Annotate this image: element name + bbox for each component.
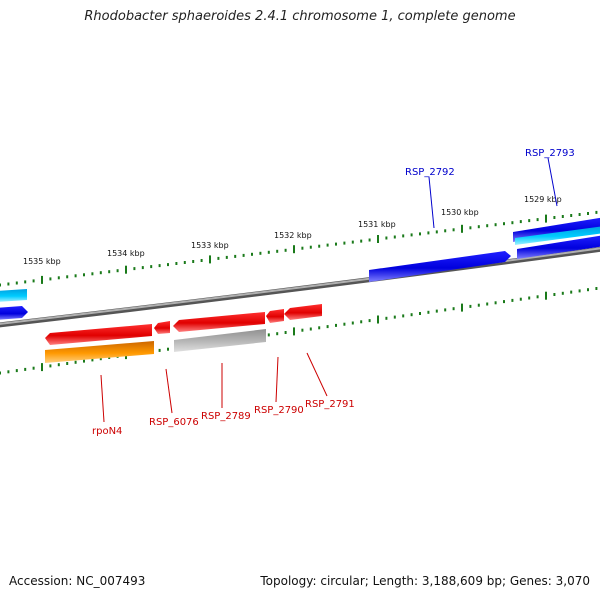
gene-arrow-RSP_6076[interactable] <box>154 321 170 334</box>
gene-arrow-cyan-left[interactable] <box>0 289 27 302</box>
gene-label-RSP_2792[interactable]: RSP_2792 <box>405 167 455 178</box>
leader-RSP_2793 <box>547 157 558 207</box>
accession-text: Accession: NC_007493 <box>9 574 146 588</box>
genome-backbone-highlight <box>0 247 600 325</box>
gene-label-rpoN4[interactable]: rpoN4 <box>92 426 122 437</box>
leader-RSP_6076 <box>165 368 173 414</box>
scale-label-1535: 1535 kbp <box>23 257 61 266</box>
leader-RSP_2790 <box>275 356 279 403</box>
gene-label-RSP_6076[interactable]: RSP_6076 <box>149 417 199 428</box>
gene-label-RSP_2790[interactable]: RSP_2790 <box>254 405 304 416</box>
scale-label-1531: 1531 kbp <box>358 220 396 229</box>
gene-arrow-cyan-right[interactable] <box>515 226 600 245</box>
scale-ticks-upper <box>0 210 598 287</box>
gene-arrow-RSP_2789[interactable] <box>173 312 265 332</box>
scale-label-1530: 1530 kbp <box>441 208 479 217</box>
gene-arrow-RSP_2792[interactable] <box>369 251 511 282</box>
leader-RSP_2791 <box>306 352 328 397</box>
gene-arrow-blue-left[interactable] <box>0 306 28 320</box>
scale-label-1532: 1532 kbp <box>274 231 312 240</box>
gene-label-RSP_2789[interactable]: RSP_2789 <box>201 411 251 422</box>
gene-label-RSP_2793[interactable]: RSP_2793 <box>525 148 575 159</box>
gene-feature-orange[interactable] <box>45 341 154 363</box>
genome-title: Rhodobacter sphaeroides 2.4.1 chromosome… <box>84 9 516 24</box>
scale-label-1533: 1533 kbp <box>191 241 229 250</box>
gene-arrow-RSP_2790[interactable] <box>266 309 284 323</box>
leader-rpoN4 <box>100 374 105 423</box>
gene-arrow-rpoN4[interactable] <box>45 324 152 345</box>
gene-arrow-RSP_2791[interactable] <box>284 304 322 320</box>
genome-summary-text: Topology: circular; Length: 3,188,609 bp… <box>260 574 590 588</box>
scale-label-1534: 1534 kbp <box>107 249 145 258</box>
scale-label-1529: 1529 kbp <box>524 195 562 204</box>
gene-label-RSP_2791[interactable]: RSP_2791 <box>305 399 355 410</box>
gene-arrow-blue-right[interactable] <box>517 235 600 259</box>
gene-feature-gray[interactable] <box>174 329 266 352</box>
leader-RSP_2792 <box>428 176 435 229</box>
